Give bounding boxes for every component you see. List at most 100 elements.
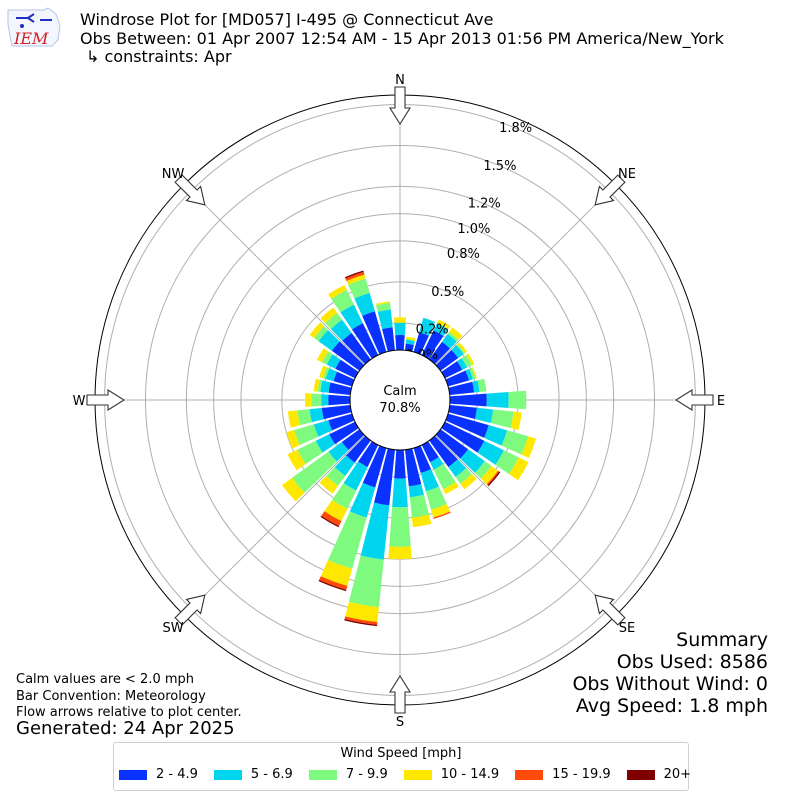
windrose-bar-segment	[477, 378, 487, 392]
radial-tick-label: 0.8%	[447, 247, 480, 262]
windrose-bar-segment	[320, 515, 340, 528]
summary-obs-without-wind: Obs Without Wind: 0	[572, 673, 768, 695]
windrose-bar-segment	[472, 380, 480, 393]
windrose-bar-segment	[377, 309, 393, 330]
windrose-bar-segment	[471, 367, 477, 379]
svg-text:IEM: IEM	[13, 29, 49, 48]
windrose-bar-segment	[508, 390, 527, 410]
windrose-bar-segment	[409, 494, 429, 518]
windrose-bar-segment	[429, 435, 458, 468]
windrose-bar-segment	[319, 475, 339, 494]
windrose-bar-segment	[320, 560, 353, 586]
windrose-bar-segment	[291, 451, 337, 493]
windrose-bar-segment	[323, 367, 330, 379]
legend-item: 5 - 6.9	[213, 767, 293, 782]
windrose-bar-segment	[321, 351, 333, 365]
windrose-bar-segment	[325, 312, 343, 329]
calm-circle	[349, 349, 451, 451]
legend-item: 7 - 9.9	[308, 767, 388, 782]
legend-swatch	[403, 769, 432, 780]
windrose-bar-segment	[510, 411, 522, 430]
direction-label: E	[717, 394, 725, 409]
flow-arrow-icon	[174, 174, 206, 206]
windrose-bar-segment	[376, 302, 391, 312]
windrose-bar-segment	[297, 409, 312, 426]
windrose-bar-segment	[321, 405, 352, 420]
windrose-bar-segment	[305, 393, 313, 407]
direction-label: NE	[618, 167, 636, 182]
windrose-bars	[282, 270, 537, 627]
windrose-bar-segment	[443, 481, 459, 495]
windrose-bar-segment	[425, 486, 447, 510]
windrose-bar-segment	[346, 274, 366, 285]
windrose-bar-segment	[282, 477, 305, 502]
windrose-bar-segment	[431, 504, 451, 518]
windrose-bar-segment	[405, 448, 422, 487]
windrose-bar-segment	[474, 461, 492, 479]
windrose-bar-segment	[392, 478, 408, 508]
windrose-bar-segment	[287, 410, 300, 428]
windrose-bar-segment	[441, 421, 485, 453]
chart-subtitle: Obs Between: 01 Apr 2007 12:54 AM - 15 A…	[80, 29, 724, 48]
generated-date: Generated: 24 Apr 2025	[16, 718, 235, 739]
windrose-bar-segment	[486, 470, 500, 486]
windrose-bar-segment	[448, 381, 475, 395]
windrose-bar-segment	[448, 405, 477, 419]
windrose-bar-segment	[346, 435, 371, 463]
windrose-bar-segment	[474, 407, 494, 423]
windrose-bar-segment	[445, 370, 470, 387]
windrose-bar-segment	[419, 317, 436, 336]
windrose-bar-segment	[287, 449, 306, 471]
windrose-bar-segment	[325, 368, 337, 382]
windrose-bar-segment	[354, 292, 375, 316]
legend-label: 20+	[663, 767, 692, 782]
legend-item: 2 - 4.9	[119, 767, 198, 782]
windrose-bar-segment	[317, 379, 323, 392]
radial-tick-label: 1.5%	[483, 159, 516, 174]
windrose-bar-segment	[509, 457, 529, 481]
windrose-bar-segment	[421, 441, 439, 463]
windrose-bar-segment	[484, 425, 508, 446]
windrose-bar-segment	[314, 326, 328, 342]
windrose-bar-segment	[344, 616, 378, 625]
windrose-bar-segment	[375, 301, 391, 306]
bar-convention-note: Bar Convention: Meteorology	[16, 689, 206, 704]
windrose-bar-segment	[319, 576, 348, 590]
windrose-bar-segment	[333, 371, 355, 387]
windrose-bar-segment	[321, 511, 342, 527]
windrose-bar-segment	[486, 392, 509, 408]
windrose-bar-segment	[521, 436, 537, 458]
windrose-bar-segment	[341, 429, 365, 451]
windrose-bar-segment	[328, 394, 351, 406]
windrose-bar-segment	[328, 511, 367, 569]
windrose-bar-segment	[447, 331, 459, 342]
windrose-bar-segment	[345, 601, 379, 623]
windrose-bar-segment	[343, 461, 368, 491]
windrose-bar-segment	[334, 455, 355, 476]
windrose-bar-segment	[318, 329, 340, 351]
windrose-bar-segment	[316, 348, 329, 363]
windrose-bar-segment	[329, 421, 359, 445]
windrose-bar-segment	[330, 319, 352, 341]
windrose-bar-segment	[321, 394, 329, 406]
windrose-bar-segment	[395, 335, 405, 351]
legend-item: 20+	[626, 767, 692, 782]
windrose-bar-segment	[313, 378, 320, 392]
windrose-bar-segment	[405, 343, 414, 352]
windrose-bar-segment	[326, 354, 341, 369]
windrose-bar-segment	[382, 327, 395, 352]
windrose-bar-segment	[437, 319, 451, 330]
windrose-bar-segment	[340, 304, 363, 330]
speed-legend: Wind Speed [mph] 2 - 4.9 5 - 6.9 7 - 9.9 10…	[113, 742, 692, 791]
windrose-bar-segment	[335, 359, 359, 379]
radial-tick-label: 1.8%	[499, 121, 532, 136]
windrose-bar-segment	[456, 344, 465, 355]
legend-swatch	[119, 769, 147, 780]
windrose-bar-segment	[313, 420, 333, 437]
radial-tick-label: 0.5%	[431, 285, 464, 300]
windrose-bar-segment	[374, 448, 395, 506]
windrose-bar-segment	[433, 323, 449, 337]
legend-swatch	[515, 769, 544, 780]
calm-note: Calm values are < 2.0 mph	[16, 672, 195, 687]
